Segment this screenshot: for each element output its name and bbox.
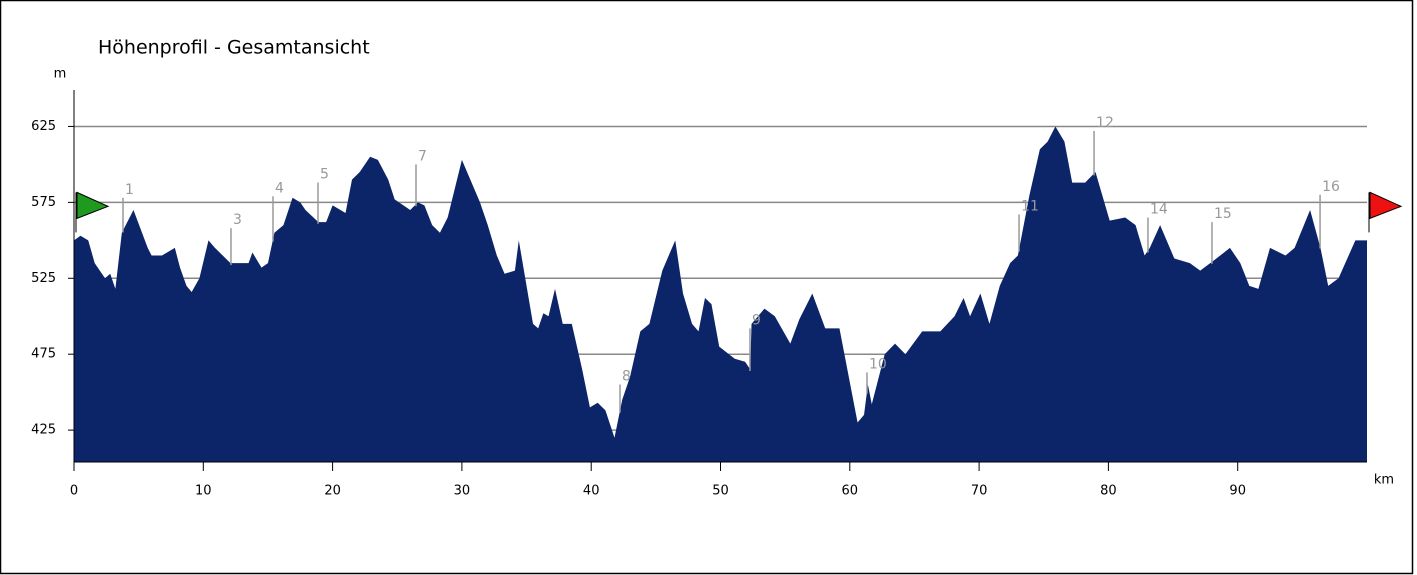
marker-label: 14 [1150, 202, 1168, 218]
elevation-area [74, 126, 1367, 462]
x-tick-label: 30 [454, 484, 471, 499]
y-tick-label: 625 [31, 119, 56, 134]
marker-label: 15 [1214, 206, 1232, 222]
start-flag [76, 191, 110, 220]
marker-label: 11 [1021, 199, 1039, 215]
y-tick-label: 575 [31, 195, 56, 210]
marker-label: 4 [275, 180, 284, 196]
marker-label: 3 [233, 212, 242, 228]
marker-label: 12 [1096, 115, 1114, 131]
markers: 1 3 4 5 7 8 9 10 11 12 14 15 16 [122, 115, 1340, 413]
end-flag [1369, 191, 1403, 220]
marker-label: 1 [125, 182, 134, 198]
x-tick-label: 50 [712, 484, 729, 499]
marker-label: 9 [752, 312, 761, 328]
marker-label: 10 [869, 356, 887, 372]
x-tick-label: 10 [195, 484, 212, 499]
x-tick-label: 90 [1229, 484, 1246, 499]
x-tick-label: 0 [70, 484, 78, 499]
x-axis-label: km [1374, 473, 1394, 488]
marker-label: 7 [418, 148, 427, 164]
marker-label: 16 [1322, 179, 1340, 195]
x-tick-label: 80 [1100, 484, 1117, 499]
y-axis-label: m [54, 67, 67, 82]
chart-title: Höhenprofil - Gesamtansicht [98, 37, 370, 59]
marker-label: 5 [320, 167, 329, 183]
x-tick-label: 40 [583, 484, 600, 499]
y-tick-label: 475 [31, 347, 56, 362]
y-tick-label: 425 [31, 423, 56, 438]
x-tick-label: 60 [842, 484, 859, 499]
x-tick-label: 20 [324, 484, 341, 499]
marker-label: 8 [622, 369, 631, 385]
plot [74, 126, 1403, 462]
y-tick-label: 525 [31, 271, 56, 286]
x-tick-label: 70 [971, 484, 988, 499]
